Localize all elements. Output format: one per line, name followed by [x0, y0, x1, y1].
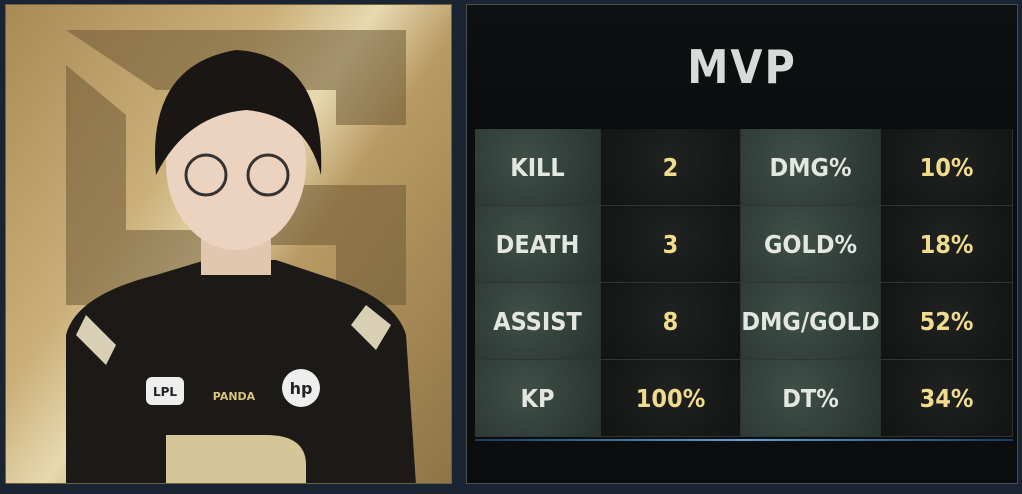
panel-title: MVP	[467, 5, 1017, 129]
stat-label-kill: KILL	[475, 129, 601, 206]
stat-label-gold-pct: GOLD%	[741, 206, 881, 283]
jersey	[66, 260, 416, 483]
stats-grid: KILL 2 DMG% 10% DEATH 3 GOLD% 18% ASSIST…	[475, 129, 1013, 437]
hair	[155, 50, 322, 175]
stat-value-death: 3	[601, 206, 741, 283]
stat-label-dmg-gold: DMG/GOLD	[741, 283, 881, 360]
stat-label-death: DEATH	[475, 206, 601, 283]
stat-value-gold-pct: 18%	[881, 206, 1013, 283]
svg-text:LPL: LPL	[153, 385, 177, 399]
stat-value-kill: 2	[601, 129, 741, 206]
stat-value-kp: 100%	[601, 360, 741, 437]
mvp-stats-panel: MVP KILL 2 DMG% 10% DEATH 3 GOLD% 18% AS…	[466, 4, 1018, 484]
svg-text:hp: hp	[290, 379, 313, 398]
stat-value-dmg-pct: 10%	[881, 129, 1013, 206]
stat-value-dt-pct: 34%	[881, 360, 1013, 437]
stat-label-dmg-pct: DMG%	[741, 129, 881, 206]
accent-divider	[475, 439, 1013, 441]
stat-label-dt-pct: DT%	[741, 360, 881, 437]
stat-label-assist: ASSIST	[475, 283, 601, 360]
svg-text:PANDA: PANDA	[213, 390, 256, 403]
stat-value-dmg-gold: 52%	[881, 283, 1013, 360]
stat-value-assist: 8	[601, 283, 741, 360]
player-photo: LPL hp PANDA	[5, 4, 452, 484]
stat-label-kp: KP	[475, 360, 601, 437]
player-portrait: LPL hp PANDA	[66, 30, 416, 483]
